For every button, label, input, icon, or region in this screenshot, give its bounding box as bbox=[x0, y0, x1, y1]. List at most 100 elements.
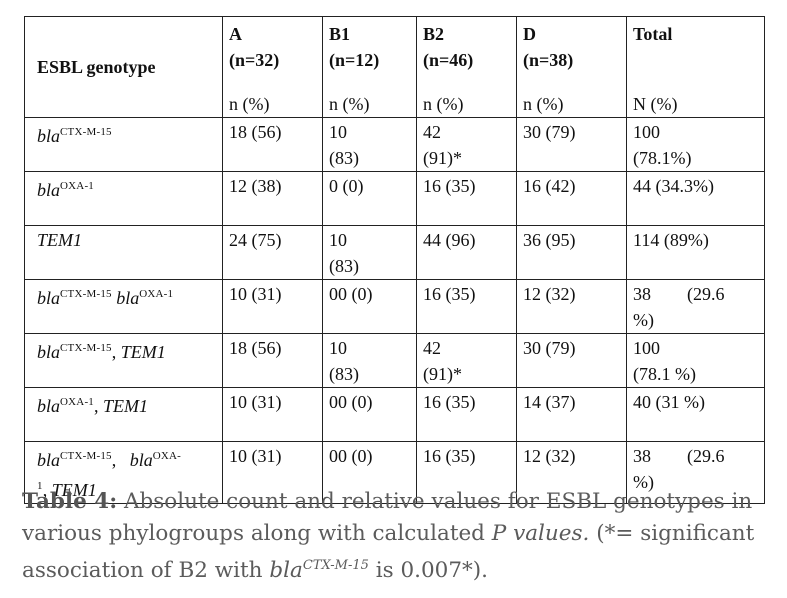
unit-cell: n (%) bbox=[416, 91, 517, 118]
value-cell: 16 (35) bbox=[416, 387, 517, 442]
cell-value: 10 (83) bbox=[329, 122, 359, 168]
column-count: (n=32) bbox=[229, 50, 280, 70]
cell-value: 18 (56) bbox=[229, 338, 282, 358]
value-cell: 16 (42) bbox=[516, 171, 627, 226]
value-cell: 00 (0) bbox=[322, 441, 417, 504]
value-cell: 16 (35) bbox=[416, 441, 517, 504]
gene-variant-superscript: CTX-M-15 bbox=[60, 288, 112, 300]
caption-text: is 0.007*). bbox=[368, 558, 488, 584]
caption-label: Table 4: bbox=[22, 489, 118, 514]
value-cell: 114 (89%) bbox=[626, 225, 765, 280]
gene-name: bla bbox=[37, 288, 61, 308]
cell-value: 16 (35) bbox=[423, 392, 476, 412]
cell-value: 38 (29.6 %) bbox=[633, 284, 725, 330]
value-cell: 100 (78.1%) bbox=[626, 117, 765, 172]
genotype-cell: blaCTX-M-15, TEM1 bbox=[24, 333, 223, 388]
cell-value: 30 (79) bbox=[523, 338, 576, 358]
genotype-column-header: ESBL genotype bbox=[24, 16, 223, 118]
column-header-d: D (n=38) bbox=[516, 16, 627, 91]
gene-name: bla bbox=[37, 396, 61, 416]
caption-gene-superscript: CTX-M-15 bbox=[302, 558, 369, 573]
gene-name: TEM1 bbox=[51, 480, 97, 500]
gene-name: bla bbox=[37, 342, 61, 362]
value-cell: 0 (0) bbox=[322, 171, 417, 226]
cell-value: 00 (0) bbox=[329, 446, 373, 466]
table-row: TEM1 24 (75) 10 (83) 44 (96) 36 (95) 114 (89%… bbox=[24, 225, 765, 280]
column-header-b1: B1 (n=12) bbox=[322, 16, 417, 91]
cell-value: 24 (75) bbox=[229, 230, 282, 250]
caption-gene-base: bla bbox=[269, 558, 303, 584]
column-count: (n=12) bbox=[329, 50, 380, 70]
gene-variant-superscript: OXA-1 bbox=[60, 396, 95, 408]
genotype-cell: blaCTX-M-15 bbox=[24, 117, 223, 172]
cell-value: 0 (0) bbox=[329, 176, 364, 196]
value-cell: 10 (83) bbox=[322, 225, 417, 280]
cell-value: 10 (31) bbox=[229, 284, 282, 304]
value-cell: 10 (31) bbox=[222, 279, 323, 334]
gene-variant-superscript: OXA-1 bbox=[139, 288, 174, 300]
value-cell: 10 (83) bbox=[322, 117, 417, 172]
value-cell: 12 (32) bbox=[516, 279, 627, 334]
value-cell: 14 (37) bbox=[516, 387, 627, 442]
gene-variant-superscript: CTX-M-15 bbox=[60, 450, 112, 462]
unit-cell: n (%) bbox=[322, 91, 417, 118]
cell-value: 40 (31 %) bbox=[633, 392, 705, 412]
value-cell: 40 (31 %) bbox=[626, 387, 765, 442]
esbl-genotype-table: ESBL genotype A (n=32) B1 (n=12) B2 (n=4… bbox=[24, 16, 765, 504]
gene-name: bla bbox=[116, 288, 140, 308]
cell-value: 42 (91)* bbox=[423, 122, 462, 168]
cell-value: 16 (35) bbox=[423, 176, 476, 196]
value-cell: 10 (31) bbox=[222, 441, 323, 504]
cell-value: 10 (83) bbox=[329, 338, 359, 384]
value-cell: 10 (83) bbox=[322, 333, 417, 388]
unit-cell: n (%) bbox=[222, 91, 323, 118]
genotype-cell: blaOXA-1, TEM1 bbox=[24, 387, 223, 442]
caption-text: (*= significant association of B2 with bbox=[22, 521, 755, 584]
table-row: blaCTX-M-15 blaOXA-1 10 (31) 00 (0) 16 (35)… bbox=[24, 279, 765, 334]
gene-name: TEM1 bbox=[120, 342, 166, 362]
value-cell: 44 (96) bbox=[416, 225, 517, 280]
column-name: Total bbox=[633, 24, 673, 44]
value-cell: 16 (35) bbox=[416, 279, 517, 334]
gene-name: TEM1 bbox=[103, 396, 149, 416]
cell-value: 10 (31) bbox=[229, 446, 282, 466]
gene-name: bla bbox=[129, 450, 153, 470]
column-name: D bbox=[523, 24, 536, 44]
value-cell: 10 (31) bbox=[222, 387, 323, 442]
column-count: (n=46) bbox=[423, 50, 474, 70]
value-cell: 30 (79) bbox=[516, 117, 627, 172]
cell-value: 12 (38) bbox=[229, 176, 282, 196]
cell-value: 44 (34.3%) bbox=[633, 176, 714, 196]
caption-gene: blaCTX-M-15 bbox=[269, 558, 369, 583]
value-cell: 18 (56) bbox=[222, 117, 323, 172]
table-row: blaOXA-1, TEM1 10 (31) 00 (0) 16 (35) 14 (37… bbox=[24, 387, 765, 442]
cell-value: 114 (89%) bbox=[633, 230, 709, 250]
gene-variant-superscript: OXA-1 bbox=[37, 450, 182, 492]
cell-value: 14 (37) bbox=[523, 392, 576, 412]
value-cell: 42 (91)* bbox=[416, 117, 517, 172]
value-cell: 38 (29.6 %) bbox=[626, 279, 765, 334]
caption-italic-text: P values. bbox=[491, 521, 590, 546]
genotype-cell: blaOXA-1 bbox=[24, 171, 223, 226]
cell-value: 38 (29.6 %) bbox=[633, 446, 725, 492]
cell-value: 42 (91)* bbox=[423, 338, 462, 384]
column-name: B2 bbox=[423, 24, 445, 44]
gene-separator: , bbox=[111, 342, 121, 362]
gene-separator: , bbox=[42, 480, 52, 500]
value-cell: 36 (95) bbox=[516, 225, 627, 280]
gene-name: bla bbox=[37, 450, 61, 470]
value-cell: 42 (91)* bbox=[416, 333, 517, 388]
genotype-header-label: ESBL genotype bbox=[37, 57, 156, 77]
column-header-total: Total bbox=[626, 16, 765, 91]
gene-variant-superscript: CTX-M-15 bbox=[60, 342, 112, 354]
column-name: B1 bbox=[329, 24, 351, 44]
cell-value: 16 (42) bbox=[523, 176, 576, 196]
cell-value: 12 (32) bbox=[523, 446, 576, 466]
table-header-row: ESBL genotype A (n=32) B1 (n=12) B2 (n=4… bbox=[24, 16, 765, 118]
genotype-table-container: ESBL genotype A (n=32) B1 (n=12) B2 (n=4… bbox=[24, 16, 765, 504]
cell-value: 100 (78.1 %) bbox=[633, 338, 696, 384]
table-caption: Table 4: Absolute count and relative val… bbox=[22, 486, 772, 587]
value-cell: 12 (32) bbox=[516, 441, 627, 504]
table-unit-row: n (%) n (%) n (%) n (%) N (%) bbox=[25, 91, 765, 118]
genotype-cell: TEM1 bbox=[24, 225, 223, 280]
